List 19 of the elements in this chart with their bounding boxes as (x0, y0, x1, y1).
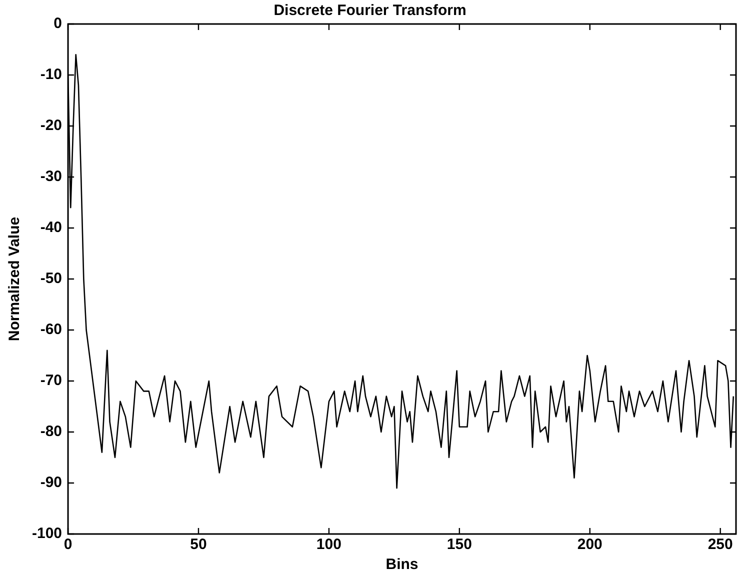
x-tick-label: 200 (577, 536, 602, 554)
y-tick-label: -30 (40, 168, 62, 186)
y-tick-label: -10 (40, 66, 62, 84)
y-tick-label: 0 (54, 15, 62, 32)
y-tick-label: -40 (40, 219, 62, 236)
x-tick-label: 150 (446, 536, 472, 554)
y-tick-label: -60 (40, 321, 62, 338)
y-tick-label: -80 (40, 423, 62, 440)
y-tick-label: -20 (40, 117, 62, 134)
y-tick-label: -70 (40, 372, 62, 390)
x-tick-label: 50 (190, 536, 207, 554)
x-tick-label: 100 (316, 536, 342, 554)
y-tick-label: -90 (40, 474, 62, 492)
chart-title: Discrete Fourier Transform (274, 2, 466, 20)
y-tick-label: -100 (32, 525, 62, 542)
x-axis-title: Bins (386, 556, 418, 574)
y-axis-title: Normalized Value (6, 216, 24, 342)
y-tick-label: -50 (40, 270, 62, 288)
x-tick-label: 250 (708, 536, 733, 554)
